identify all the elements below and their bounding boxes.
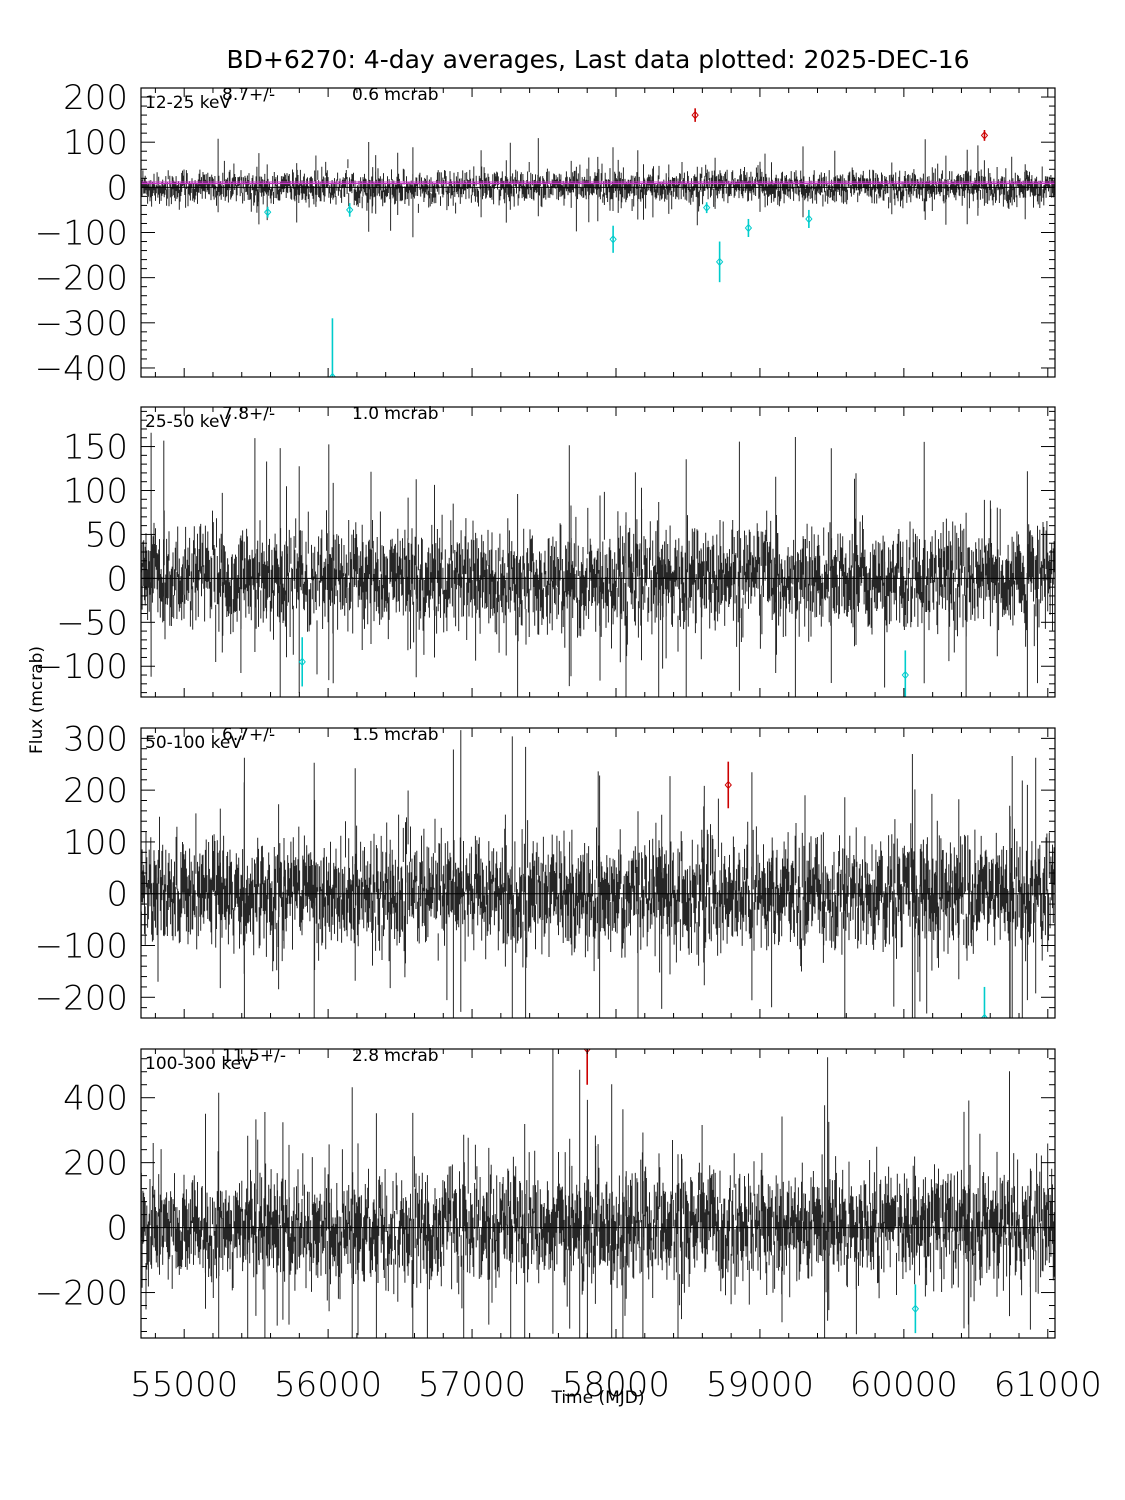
y-tick-label: 200	[63, 771, 128, 811]
outlier-high-point	[691, 108, 699, 122]
data-points	[141, 432, 1055, 697]
y-tick-label: 150	[63, 428, 128, 468]
y-tick-label: −100	[35, 927, 128, 967]
outlier-low-point-marker	[901, 670, 909, 680]
band-label: 12-25 keV	[145, 93, 231, 113]
x-tick-label: 58000	[562, 1365, 670, 1405]
band-label: 25-50 keV	[145, 412, 231, 432]
outlier-low-point	[980, 986, 989, 1018]
outlier-low-point-marker	[911, 1304, 920, 1314]
outlier-low-point-marker	[346, 205, 354, 215]
y-tick-label: 100	[63, 123, 128, 163]
data-errorbars	[141, 432, 1055, 697]
y-tick-label: 400	[63, 1079, 128, 1119]
y-tick-label: 100	[63, 823, 128, 863]
figure-title: BD+6270: 4-day averages, Last data plott…	[226, 45, 969, 74]
outlier-low-point-marker	[805, 214, 813, 224]
mean-flux-label: 6.7+/-	[222, 725, 275, 745]
panel-frame	[140, 87, 1056, 378]
mean-error-label: 2.8 mcrab	[352, 1046, 439, 1066]
y-tick-label: 100	[63, 471, 128, 511]
outlier-low-point-marker	[715, 257, 724, 267]
band-label: 100-300 keV	[145, 1054, 253, 1074]
x-axis-label: Time (MJD)	[550, 1388, 644, 1408]
outlier-low-point	[744, 218, 753, 238]
outlier-low-point	[346, 203, 354, 217]
outlier-low-point	[805, 209, 813, 228]
y-tick-label: −200	[35, 1274, 128, 1314]
y-tick-label: 0	[106, 559, 128, 599]
mean-flux-label: 8.7+/-	[222, 85, 275, 105]
outlier-high-point	[724, 761, 732, 809]
y-tick-label: 0	[106, 1209, 128, 1249]
y-tick-label: 200	[63, 78, 128, 118]
y-tick-label: −50	[56, 603, 128, 643]
mean-flux-label: 7.8+/-	[222, 404, 275, 424]
mean-error-label: 0.6 mcrab	[352, 85, 439, 105]
outlier-low-point-marker	[264, 207, 272, 217]
y-tick-label: −400	[35, 349, 128, 389]
data-points	[141, 1049, 1055, 1338]
data-errorbars	[141, 1049, 1055, 1338]
outlier-high-point-marker	[691, 110, 699, 120]
outlier-low-point	[703, 202, 711, 214]
data-errorbars	[141, 730, 1055, 1018]
mean-error-label: 1.0 mcrab	[352, 404, 439, 424]
y-tick-label: 300	[63, 719, 128, 759]
outlier-low-point-marker	[703, 203, 711, 212]
outlier-high-point-marker	[724, 780, 732, 790]
x-tick-label: 59000	[706, 1365, 814, 1405]
outlier-high-point-marker	[980, 131, 989, 140]
outlier-low-point-marker	[980, 1013, 989, 1018]
y-tick-label: −100	[35, 214, 128, 254]
y-tick-label: −200	[35, 978, 128, 1018]
mean-error-label: 1.5 mcrab	[352, 725, 439, 745]
outlier-low-point	[911, 1284, 920, 1334]
outlier-low-point-marker	[609, 235, 617, 244]
x-tick-labels: 55000 56000 57000 58000 59000 60000 61000	[130, 1365, 1102, 1405]
x-tick-label: 61000	[994, 1365, 1102, 1405]
y-tick-label: 0	[106, 875, 128, 915]
y-axis-label: Flux (mcrab)	[27, 646, 47, 754]
outlier-low-point	[298, 637, 306, 687]
y-tick-label: 50	[85, 515, 128, 555]
x-tick-label: 55000	[130, 1365, 238, 1405]
outlier-low-point	[715, 241, 724, 283]
outlier-low-point	[609, 225, 617, 253]
y-tick-label: 0	[106, 168, 128, 208]
y-tick-label: −100	[35, 647, 128, 687]
y-tick-label: −200	[35, 259, 128, 299]
mean-flux-label: 11.5+/-	[222, 1046, 286, 1066]
x-tick-label: 56000	[274, 1365, 382, 1405]
data-points	[141, 730, 1055, 1018]
outlier-high-point	[980, 129, 989, 141]
y-tick-label: 200	[63, 1144, 128, 1184]
outlier-low-point-marker	[744, 223, 753, 233]
outlier-low-point-marker	[298, 657, 306, 667]
outlier-low-point	[901, 650, 909, 697]
panel-frame	[140, 1048, 1056, 1339]
band-label: 50-100 keV	[145, 733, 242, 753]
y-tick-label: −300	[35, 304, 128, 344]
outlier-low-point	[328, 318, 337, 377]
x-tick-label: 57000	[418, 1365, 526, 1405]
x-tick-label: 60000	[850, 1365, 958, 1405]
outlier-low-point	[264, 206, 272, 218]
outlier-low-point-marker	[328, 372, 337, 377]
